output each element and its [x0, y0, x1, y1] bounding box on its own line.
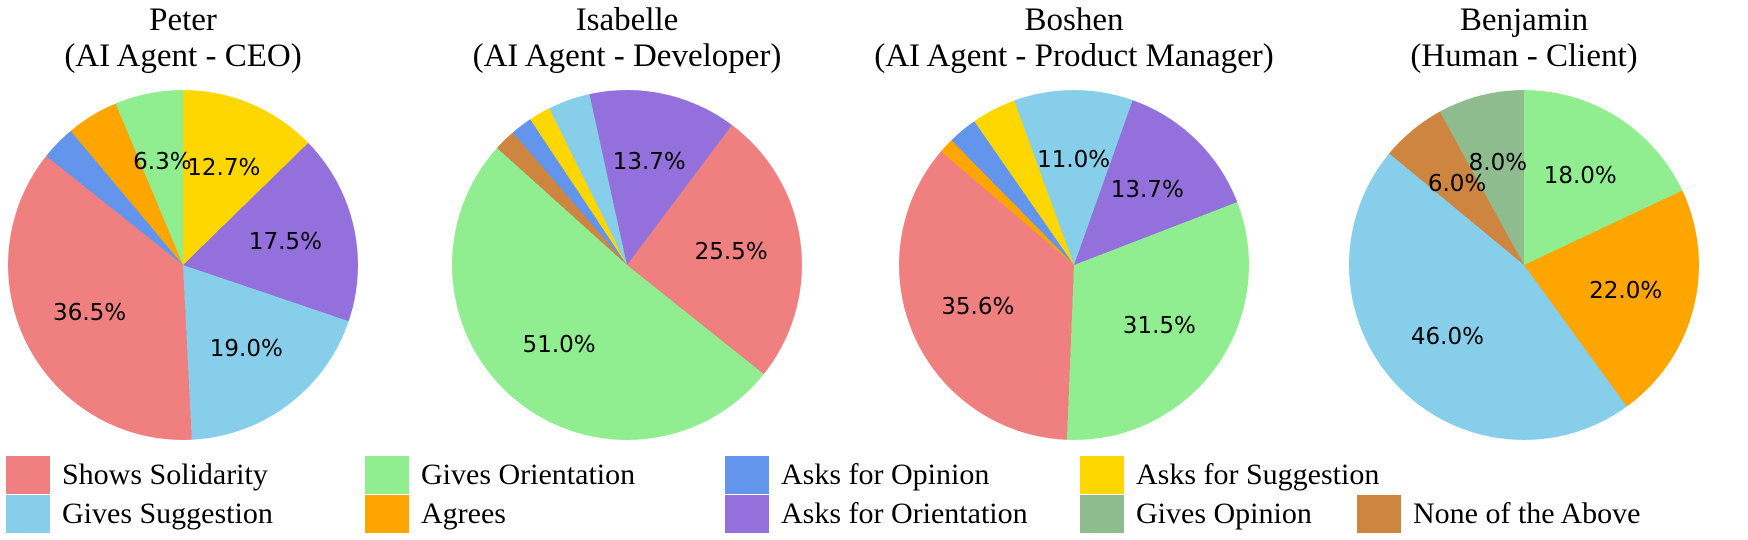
pct-label: 6.3%	[133, 149, 192, 176]
pie-chart-peter: 12.7% 17.5% 19.0% 36.5% 6.3%	[8, 90, 358, 440]
pie-title-line2: (AI Agent - Product Manager)	[874, 38, 1274, 74]
pct-label: 17.5%	[248, 228, 322, 255]
pct-label: 13.7%	[612, 149, 686, 176]
legend-label: Agrees	[421, 497, 506, 530]
legend-swatch	[1357, 495, 1401, 533]
pie-title-benjamin: Benjamin (Human - Client)	[1410, 2, 1637, 74]
pie-title-boshen: Boshen (AI Agent - Product Manager)	[874, 2, 1274, 74]
pie-title-line1: Peter	[149, 2, 217, 38]
pie-chart-isabelle: 13.7% 25.5% 51.0%	[452, 90, 802, 440]
legend-label: Gives Opinion	[1136, 497, 1312, 530]
pct-label: 46.0%	[1410, 323, 1484, 350]
pct-label: 8.0%	[1468, 150, 1528, 177]
pie-title-peter: Peter (AI Agent - CEO)	[64, 2, 301, 74]
pie-chart-boshen: 11.0% 13.7% 31.5% 35.6%	[899, 90, 1249, 440]
pie-chart-benjamin: 18.0% 22.0% 46.0% 6.0% 8.0%	[1349, 90, 1699, 440]
pct-label: 11.0%	[1037, 147, 1111, 173]
legend-label: None of the Above	[1413, 497, 1641, 530]
pct-label: 13.7%	[1110, 176, 1184, 203]
chart-legend: Shows Solidarity Gives Suggestion Gives O…	[0, 456, 1748, 536]
legend-label: Gives Orientation	[421, 458, 636, 491]
pct-label: 12.7%	[187, 155, 261, 182]
pie-title-line1: Isabelle	[575, 2, 679, 38]
legend-swatch	[725, 495, 769, 533]
legend-swatch	[6, 495, 50, 533]
pct-label: 19.0%	[209, 335, 283, 362]
legend-label: Asks for Suggestion	[1136, 458, 1380, 491]
legend-swatch	[365, 495, 409, 533]
pie-title-line2: (Human - Client)	[1410, 38, 1638, 74]
pct-label: 22.0%	[1589, 278, 1663, 305]
legend-swatch	[1080, 495, 1124, 533]
pct-label: 35.6%	[941, 294, 1015, 321]
pct-label: 18.0%	[1543, 163, 1617, 190]
pie-title-isabelle: Isabelle (AI Agent - Developer)	[473, 2, 782, 74]
legend-swatch	[365, 456, 409, 494]
pct-label: 25.5%	[694, 238, 768, 265]
legend-swatch	[1080, 456, 1124, 494]
pie-title-line1: Boshen	[1024, 2, 1124, 38]
legend-label: Asks for Opinion	[781, 458, 990, 491]
pct-label: 31.5%	[1122, 313, 1196, 340]
legend-label: Shows Solidarity	[62, 458, 268, 491]
pie-title-line2: (AI Agent - Developer)	[472, 38, 782, 74]
legend-swatch	[725, 456, 769, 494]
pct-label: 6.0%	[1427, 171, 1487, 198]
legend-label: Gives Suggestion	[62, 497, 273, 530]
pct-label: 36.5%	[53, 299, 127, 326]
pie-title-line2: (AI Agent - CEO)	[64, 38, 302, 74]
legend-label: Asks for Orientation	[781, 497, 1028, 530]
pct-label: 51.0%	[522, 332, 596, 359]
pie-title-line1: Benjamin	[1459, 2, 1589, 38]
legend-swatch	[6, 456, 50, 494]
